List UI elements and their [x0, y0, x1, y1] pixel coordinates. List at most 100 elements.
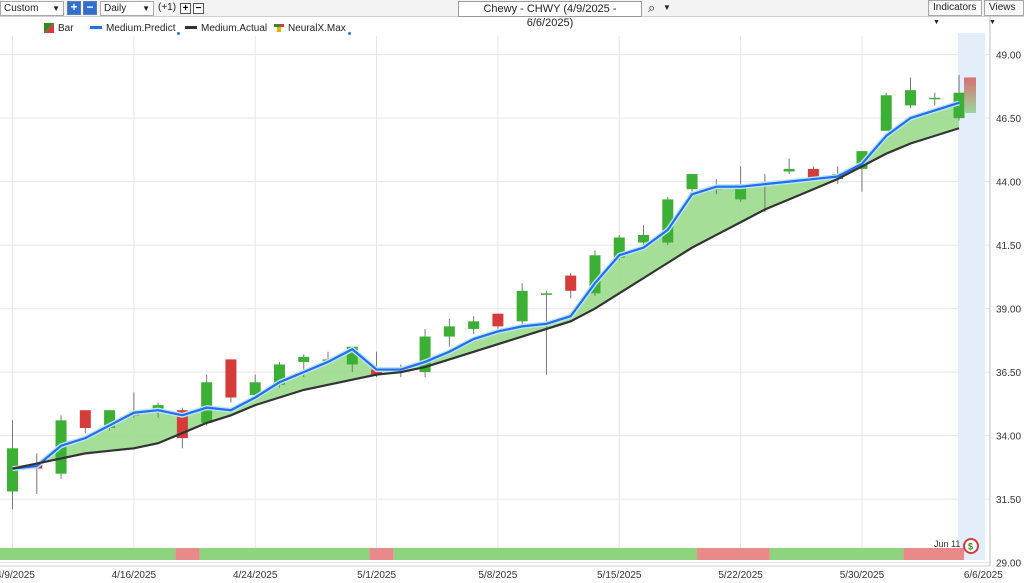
signal-segment-up	[0, 548, 176, 560]
candle	[735, 184, 747, 200]
x-tick-label: 5/8/2025	[478, 570, 517, 581]
x-tick-label: 4/16/2025	[112, 570, 157, 581]
candle	[225, 359, 237, 398]
candle	[516, 290, 528, 322]
candle	[104, 410, 116, 428]
x-axis: 4/9/2025 4/16/2025 4/24/2025 5/1/2025 5/8/20…	[0, 565, 1003, 581]
chart-title: Chewy - CHWY (4/9/2025 - 6/6/2025)	[458, 1, 642, 29]
range-select-value: Custom	[4, 3, 39, 14]
x-tick-label: 4/24/2025	[233, 570, 278, 581]
bar-swatch-icon	[44, 23, 54, 34]
candle	[540, 293, 552, 295]
candle	[249, 382, 261, 395]
neural-swatch-icon	[274, 24, 284, 33]
y-tick-label: 34.00	[996, 432, 1021, 443]
forecast-candle	[964, 77, 976, 114]
y-tick-label: 31.50	[996, 495, 1021, 506]
candle	[79, 410, 91, 428]
signal-segment-down	[697, 548, 770, 560]
y-tick-label: 39.00	[996, 305, 1021, 316]
x-tick-label: 5/30/2025	[840, 570, 885, 581]
zoom-in-button[interactable]: +	[67, 1, 81, 15]
plus-icon: +	[182, 3, 189, 14]
line-swatch-icon	[185, 26, 197, 30]
views-button[interactable]: Views ▼	[984, 0, 1024, 26]
signal-segment-down	[175, 548, 200, 560]
grid	[0, 17, 991, 566]
toolbar: Custom ▼ + − Daily ▼ (+1) + − Chewy - CH…	[0, 0, 1024, 29]
x-tick-label: 6/6/2025	[964, 570, 1003, 581]
offset-label: (+1)	[158, 2, 177, 13]
candle	[492, 313, 504, 327]
x-tick-label: 5/1/2025	[357, 570, 396, 581]
candle	[468, 321, 480, 329]
minus-icon: −	[195, 3, 202, 14]
x-tick-label: 5/22/2025	[718, 570, 763, 581]
chevron-down-icon: ▼	[933, 19, 940, 26]
settings-dot-icon[interactable]	[177, 32, 181, 35]
candle	[904, 90, 916, 106]
chevron-down-icon: ▼	[142, 4, 150, 13]
y-tick-label: 44.00	[996, 178, 1021, 189]
search-icon[interactable]: ⌕	[648, 0, 656, 15]
views-label: Views	[989, 2, 1016, 13]
candle	[298, 356, 310, 362]
legend-item-medium-actual[interactable]: Medium.Actual	[185, 23, 267, 35]
candle	[201, 382, 213, 423]
line-swatch-icon	[90, 26, 102, 30]
legend-item-bar[interactable]: Bar	[44, 23, 74, 35]
candle	[419, 336, 431, 373]
candle	[807, 168, 819, 180]
y-tick-label: 36.50	[996, 368, 1021, 379]
legend-label: NeuralX.Max	[288, 23, 346, 34]
candle	[273, 364, 285, 385]
legend-label: Bar	[58, 23, 74, 34]
y-axis: 29.00 31.50 34.00 36.50 39.00 41.50 44.00 46.50…	[996, 51, 1021, 570]
forecast-badge-ring	[963, 538, 979, 554]
range-select[interactable]: Custom ▼	[0, 1, 64, 16]
zoom-out-button[interactable]: −	[83, 1, 97, 15]
signal-segment-up	[769, 548, 904, 560]
medium-predict-line	[12, 101, 960, 470]
legend-item-neuralx-max[interactable]: NeuralX.Max	[274, 23, 351, 35]
signal-segment-down	[369, 548, 394, 560]
x-tick-label: 5/15/2025	[597, 570, 642, 581]
offset-minus-button[interactable]: −	[193, 3, 204, 14]
legend-label: Medium.Predict	[106, 23, 176, 34]
candle	[443, 326, 455, 337]
offset-plus-button[interactable]: +	[180, 3, 191, 14]
candle	[7, 448, 18, 492]
candle	[613, 237, 625, 258]
forecast-badge[interactable]: $	[963, 538, 979, 554]
signal-segment-up	[393, 548, 698, 560]
settings-dot-icon[interactable]	[347, 32, 351, 35]
plus-icon: +	[70, 0, 78, 14]
candle	[662, 199, 674, 243]
candle	[638, 234, 650, 243]
candle	[565, 275, 577, 291]
dollar-icon: $	[968, 542, 973, 552]
forecast-date-label: Jun 11	[934, 539, 960, 549]
candle	[929, 97, 941, 100]
legend-label: Medium.Actual	[201, 23, 268, 34]
indicators-label: Indicators	[933, 2, 977, 13]
candle	[880, 95, 892, 131]
chevron-down-icon: ▼	[52, 4, 60, 13]
forecast-band	[958, 33, 985, 560]
legend-item-medium-predict[interactable]: Medium.Predict	[90, 23, 181, 35]
interval-select[interactable]: Daily ▼	[100, 1, 154, 16]
medium-actual-line	[12, 127, 960, 470]
y-tick-label: 29.00	[996, 559, 1021, 570]
candle	[346, 346, 358, 365]
y-tick-label: 46.50	[996, 114, 1021, 125]
signal-segment-down	[903, 548, 965, 560]
y-tick-label: 41.50	[996, 241, 1021, 252]
minus-icon: −	[86, 0, 94, 14]
chevron-down-icon[interactable]: ▼	[663, 3, 671, 12]
indicators-button[interactable]: Indicators ▼	[928, 0, 982, 26]
candle	[783, 168, 795, 172]
candle	[176, 410, 188, 439]
chevron-down-icon: ▼	[989, 19, 996, 26]
candle	[686, 173, 698, 190]
